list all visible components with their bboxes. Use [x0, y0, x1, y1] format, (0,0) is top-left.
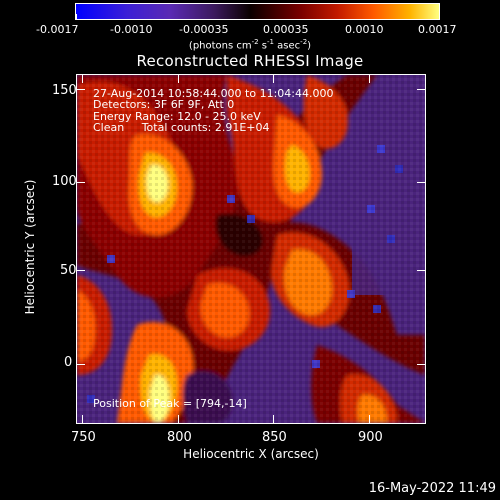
x-tick-label: 750 [71, 430, 96, 445]
y-tick-label: 150 [52, 83, 77, 98]
info-peak-position: Position of Peak = [794,-14] [93, 397, 247, 410]
info-energy-range: Energy Range: 12.0 - 25.0 keV [93, 110, 261, 123]
info-time-range: 27-Aug-2014 10:58:44.000 to 11:04:44.000 [93, 87, 334, 100]
info-detectors: Detectors: 3F 6F 9F, Att 0 [93, 98, 235, 111]
y-tick [417, 89, 425, 90]
info-total-counts: Clean Total counts: 2.91E+04 [93, 121, 270, 134]
x-tick-label: 850 [262, 430, 287, 445]
y-tick [77, 89, 85, 90]
colorbar-tick-label: 0.0010 [345, 23, 384, 36]
plot-timestamp: 16-May-2022 11:49 [368, 481, 496, 496]
x-tick [178, 415, 179, 423]
rhessi-image-plot: 27-Aug-2014 10:58:44.000 to 11:04:44.000… [76, 74, 426, 424]
x-axis-label: Heliocentric X (arcsec) [183, 447, 319, 461]
colorbar-tick-label: 0.0017 [418, 23, 457, 36]
colorbar-tick-label: -0.0010 [110, 23, 153, 36]
x-tick [82, 415, 83, 423]
x-tick [273, 75, 274, 83]
x-tick [273, 415, 274, 423]
x-tick [82, 75, 83, 83]
x-tick [369, 415, 370, 423]
colorbar-unit-label: (photons cm-2 s-1 asec-2) [188, 38, 312, 52]
y-tick [77, 270, 85, 271]
colorbar-tick-label: -0.0017 [36, 23, 79, 36]
y-tick-label: 50 [60, 263, 77, 278]
y-tick [417, 270, 425, 271]
y-tick [417, 364, 425, 365]
y-tick [77, 182, 85, 183]
y-axis-label: Heliocentric Y (arcsec) [23, 179, 37, 315]
colorbar-tick [76, 14, 77, 19]
colorbar [75, 3, 440, 20]
image-title: Reconstructed RHESSI Image [136, 52, 364, 70]
x-tick [369, 75, 370, 83]
colorbar-tick-label: -0.00035 [179, 23, 229, 36]
y-tick [77, 364, 85, 365]
colorbar-tick-label: 0.00035 [263, 23, 309, 36]
x-tick-label: 800 [167, 430, 192, 445]
x-tick-label: 900 [358, 430, 383, 445]
y-tick-label: 100 [52, 174, 77, 189]
y-tick-label: 0 [64, 355, 73, 370]
y-tick [417, 182, 425, 183]
x-tick [178, 75, 179, 83]
heatmap-image [77, 75, 425, 423]
